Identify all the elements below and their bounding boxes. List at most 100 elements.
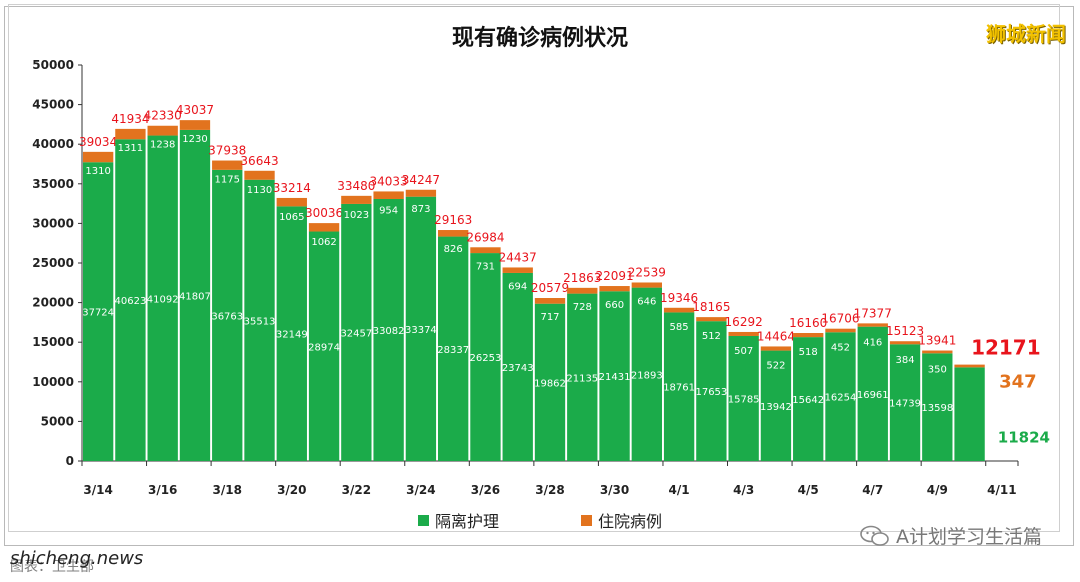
bar-hospital bbox=[599, 286, 630, 292]
bar-isolation bbox=[534, 303, 566, 461]
legend-item-hospital: 住院病例 bbox=[581, 508, 662, 532]
bar-isolation bbox=[696, 321, 727, 461]
label-isolation: 16961 bbox=[857, 390, 889, 401]
label-hospital: 1175 bbox=[215, 175, 240, 186]
x-tick-label: 4/3 bbox=[733, 483, 754, 497]
x-tick-label: 4/7 bbox=[862, 483, 883, 497]
bar-hospital bbox=[212, 160, 243, 170]
x-tick-label: 4/11 bbox=[987, 483, 1016, 497]
label-hospital: 646 bbox=[637, 296, 656, 307]
bar-isolation bbox=[502, 272, 533, 461]
chart-legend: 隔离护理 住院病例 bbox=[0, 508, 1080, 532]
label-isolation: 37724 bbox=[82, 308, 114, 319]
bar-hospital bbox=[341, 195, 372, 204]
legend-swatch-isolation bbox=[417, 514, 429, 526]
legend-label-isolation: 隔离护理 bbox=[434, 512, 499, 531]
chart-title: 现有确诊病例状况 bbox=[451, 26, 628, 51]
label-hospital: 873 bbox=[411, 204, 430, 215]
x-tick-label: 3/20 bbox=[277, 483, 306, 497]
bar-hospital bbox=[728, 331, 759, 336]
label-total: 34247 bbox=[402, 173, 440, 187]
bar-hospital bbox=[696, 317, 727, 322]
x-tick-label: 3/22 bbox=[342, 483, 371, 497]
x-tick-label: 3/26 bbox=[471, 483, 500, 497]
label-hospital: 1023 bbox=[344, 210, 369, 221]
label-hospital: 954 bbox=[379, 205, 398, 216]
bar-hospital bbox=[857, 323, 888, 327]
bar-isolation bbox=[179, 129, 211, 462]
label-total: 14464 bbox=[757, 329, 795, 343]
x-tick-label: 4/5 bbox=[798, 483, 819, 497]
bar-hospital bbox=[922, 350, 953, 354]
label-isolation: 21135 bbox=[566, 373, 598, 384]
label-isolation: 40623 bbox=[115, 296, 147, 307]
label-hospital: 522 bbox=[766, 360, 785, 371]
bar-isolation bbox=[470, 253, 501, 461]
label-hospital: 1130 bbox=[247, 185, 272, 196]
label-isolation: 28337 bbox=[437, 345, 469, 356]
x-tick-label: 4/9 bbox=[927, 483, 948, 497]
label-total: 33214 bbox=[273, 181, 311, 195]
x-tick-label: 3/28 bbox=[535, 483, 564, 497]
bar-isolation bbox=[922, 353, 953, 461]
label-isolation: 21431 bbox=[599, 372, 631, 383]
label-total: 29163 bbox=[434, 213, 472, 227]
label-total: 37938 bbox=[208, 144, 246, 158]
bar-isolation bbox=[115, 139, 146, 461]
bar-isolation bbox=[567, 293, 598, 461]
label-hospital: 826 bbox=[444, 244, 463, 255]
label-total: 36643 bbox=[240, 154, 278, 168]
label-isolation: 33374 bbox=[405, 325, 437, 336]
label-hospital: 1238 bbox=[150, 140, 175, 151]
label-isolation: 23743 bbox=[502, 363, 534, 374]
bar-isolation bbox=[438, 236, 469, 461]
x-tick-label: 3/14 bbox=[83, 483, 112, 497]
label-total: 42330 bbox=[144, 109, 182, 123]
bar-isolation bbox=[728, 335, 759, 461]
x-tick-label: 3/16 bbox=[148, 483, 177, 497]
x-tick-label: 3/18 bbox=[213, 483, 242, 497]
x-tick-label: 3/30 bbox=[600, 483, 629, 497]
label-total: 16706 bbox=[821, 312, 859, 326]
label-total: 15123 bbox=[886, 324, 924, 338]
label-isolation: 15642 bbox=[792, 395, 824, 406]
bar-hospital bbox=[470, 247, 501, 254]
label-hospital: 452 bbox=[831, 343, 850, 354]
label-hospital: 1065 bbox=[279, 212, 304, 223]
brand-logo-text: 狮城新闻 bbox=[986, 22, 1066, 46]
bar-hospital bbox=[889, 341, 921, 345]
bar-isolation bbox=[212, 169, 243, 461]
bar-isolation bbox=[341, 203, 372, 462]
bar-hospital bbox=[793, 333, 824, 338]
label-hospital: 350 bbox=[928, 365, 947, 376]
bar-hospital bbox=[760, 346, 792, 351]
bar-hospital bbox=[147, 125, 178, 136]
label-total: 18165 bbox=[692, 300, 730, 314]
label-isolation: 21893 bbox=[631, 370, 663, 381]
bar-hospital bbox=[82, 151, 114, 163]
site-watermark: shicheng.news bbox=[10, 548, 144, 569]
label-total: 22539 bbox=[628, 265, 666, 279]
bar-hospital bbox=[825, 328, 856, 333]
y-tick-label: 45000 bbox=[32, 98, 74, 112]
bar-hospital bbox=[567, 287, 598, 294]
label-isolation: 41092 bbox=[147, 294, 179, 305]
label-hospital: 585 bbox=[670, 322, 689, 333]
bar-isolation bbox=[793, 337, 824, 461]
y-tick-label: 20000 bbox=[32, 296, 74, 310]
label-isolation: 33082 bbox=[373, 326, 405, 337]
bar-hospital bbox=[663, 307, 695, 313]
label-isolation: 18761 bbox=[663, 383, 695, 394]
label-isolation: 32149 bbox=[276, 330, 308, 341]
bar-isolation bbox=[244, 179, 275, 461]
label-total: 21863 bbox=[563, 271, 601, 285]
bar-hospital bbox=[244, 170, 275, 180]
bar-isolation bbox=[889, 344, 921, 461]
bar-hospital bbox=[115, 128, 146, 140]
label-hospital: 728 bbox=[573, 302, 592, 313]
label-hospital-latest: 347 bbox=[999, 372, 1037, 393]
bar-hospital bbox=[373, 191, 404, 199]
label-isolation: 15785 bbox=[728, 394, 760, 405]
label-total: 16292 bbox=[725, 315, 763, 329]
chart-source: 图表：卫生部 bbox=[10, 559, 94, 575]
